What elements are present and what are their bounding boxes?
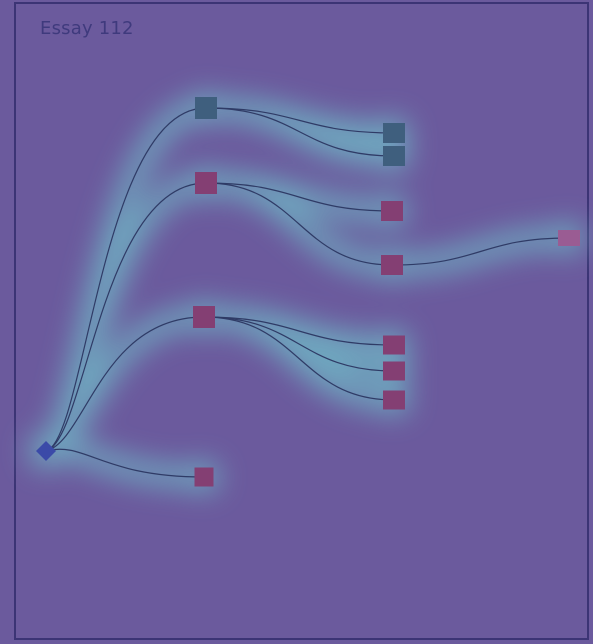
tree-node-n2a[interactable] — [381, 201, 403, 221]
tree-edge — [391, 237, 570, 266]
tree-edge — [45, 448, 205, 478]
tree-node-n3c[interactable] — [383, 390, 405, 410]
tree-edge — [45, 316, 205, 452]
tree-node-n1b[interactable] — [383, 146, 405, 166]
tree-edge — [205, 107, 395, 134]
tree-node-n1a[interactable] — [383, 123, 405, 143]
tree-node-n3[interactable] — [193, 306, 215, 328]
tree-node-n2b1[interactable] — [558, 230, 580, 246]
root-diamond-icon[interactable] — [36, 441, 56, 461]
tree-edge — [203, 316, 395, 346]
diagram-title: Essay 112 — [40, 18, 134, 39]
edge-glow — [35, 438, 215, 488]
tree-node-n1[interactable] — [195, 97, 217, 119]
tree-node-n3a[interactable] — [383, 335, 405, 355]
tree-node-n4[interactable] — [194, 467, 214, 487]
tree-node-n2b[interactable] — [381, 255, 403, 275]
tree-node-n2[interactable] — [195, 172, 217, 194]
tree-edge — [205, 107, 395, 157]
tree-edge — [205, 182, 393, 212]
tree-node-n3b[interactable] — [383, 361, 405, 381]
tree-edge — [45, 182, 207, 452]
tree-edge — [203, 316, 395, 401]
tree-edge — [45, 107, 207, 452]
tree-edge — [203, 316, 395, 372]
tree-edge — [205, 182, 393, 266]
